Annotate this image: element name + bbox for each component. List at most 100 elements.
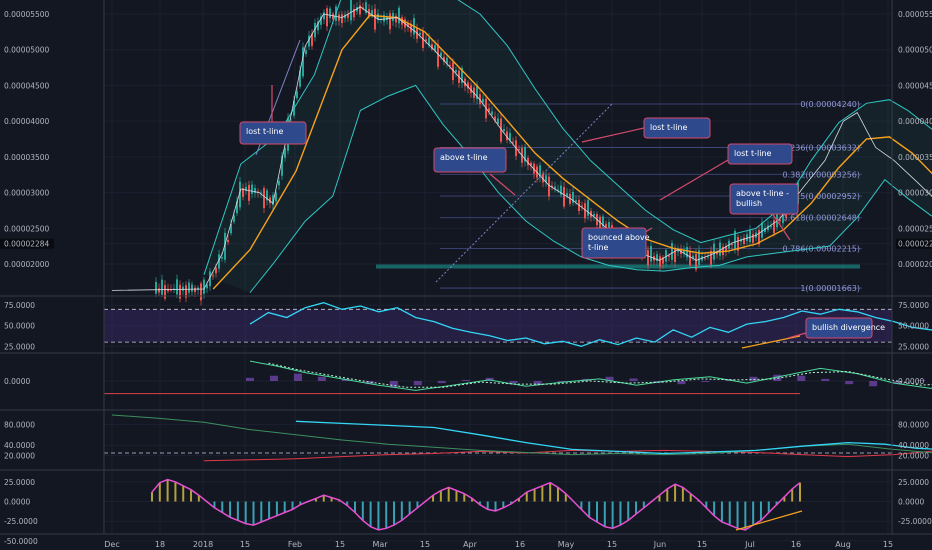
y-tick-label-right: 80.0000 (898, 420, 929, 429)
divergence-line (741, 335, 801, 349)
candle-body (575, 200, 577, 202)
candle-body (686, 247, 688, 258)
callout-lost-t-line-3 (727, 143, 793, 165)
candle-body (395, 15, 397, 23)
candle-body (284, 147, 286, 158)
candle-body (296, 91, 298, 99)
candle-body (398, 7, 400, 24)
y-tick-label-left: 0.00004000 (4, 117, 50, 126)
macd-signal-line (268, 362, 932, 388)
candle-body (239, 181, 241, 208)
candle-body (584, 203, 586, 219)
candle-body (221, 256, 223, 259)
candle-body (605, 223, 607, 231)
fib-level-label: 1(0.00001663) (800, 284, 860, 293)
dmi-panel (104, 414, 932, 462)
y-tick-label-right: 0.0000 (898, 377, 924, 386)
y-tick-label-right: -25.0000 (898, 517, 932, 526)
callout-pointer (787, 332, 807, 339)
candle-body (350, 0, 352, 21)
candle-body (671, 243, 673, 260)
candle-body (320, 16, 322, 25)
candle-body (164, 285, 166, 299)
y-tick-label-left: 75.0000 (4, 301, 35, 310)
callout-above-t-line-text: above t-line (440, 153, 488, 162)
candle-body (470, 85, 472, 93)
candle-body (266, 190, 268, 201)
y-tick-label-left: 0.00003000 (4, 189, 50, 198)
candle-body (560, 185, 562, 195)
y-tick-label-left: 0.00005000 (4, 46, 50, 55)
candle-body (758, 230, 760, 245)
candle-body (674, 247, 676, 263)
candle-body (767, 225, 769, 231)
candle-body (704, 257, 706, 259)
candle-body (581, 205, 583, 207)
macd-histogram-bar (605, 376, 614, 381)
candle-body (227, 239, 229, 243)
candle-body (665, 250, 667, 262)
candle-body (230, 224, 232, 234)
candle-body (662, 257, 664, 264)
fib-level-label: 0.5(0.00002952) (793, 192, 860, 201)
y-tick-label-left: -50.0000 (4, 537, 38, 546)
callout-lost-t-line-2-text: lost t-line (650, 123, 688, 132)
macd-histogram-bar (893, 381, 902, 384)
candle-body (683, 249, 685, 254)
candle-body (272, 195, 274, 205)
callout-lost-t-line-2 (643, 117, 711, 139)
candle-body (188, 282, 190, 293)
macd-histogram-bar (389, 381, 398, 388)
callout-bullish-divergence (805, 317, 873, 339)
x-tick-label: 16 (515, 540, 525, 549)
di-plus-line (111, 414, 932, 456)
candle-body (443, 56, 445, 62)
callout-pointer (659, 159, 729, 201)
candle-body (464, 78, 466, 87)
macd-histogram-bar (869, 381, 878, 387)
bollinger-band-fill (204, 0, 932, 293)
candle-body (167, 288, 169, 292)
y-tick-label-right: 0.00003000 (898, 189, 932, 198)
callout-above-t-line-bullish (729, 183, 799, 215)
macd-histogram-bar (437, 381, 446, 384)
candle-body (500, 118, 502, 142)
x-tick-label: 15 (883, 540, 893, 549)
candle-body (437, 44, 439, 67)
candle-body (317, 21, 319, 31)
candle-body (761, 222, 763, 238)
candle-body (770, 226, 772, 228)
candle-body (308, 35, 310, 47)
callout-bounced-text: bounced above (588, 233, 650, 242)
candle-body (389, 13, 391, 30)
candle-body (161, 279, 163, 295)
callout-bounced-text: t-line (588, 243, 609, 252)
candle-body (206, 284, 208, 289)
candle-body (203, 279, 205, 294)
x-tick-label: Apr (463, 540, 478, 549)
candle-body (551, 185, 553, 187)
y-tick-label-left: 0.00005500 (4, 10, 50, 19)
candle-body (245, 186, 247, 192)
fib-level-label: 0.236(0.00003632) (783, 143, 861, 152)
candle-body (710, 250, 712, 265)
candle-body (716, 252, 718, 255)
candle-body (314, 22, 316, 38)
x-tick-label: 15 (607, 540, 617, 549)
moving-average-line (212, 14, 932, 290)
candle-body (731, 244, 733, 246)
x-tick-label: 15 (420, 540, 430, 549)
lower-band-line (249, 84, 932, 293)
macd-histogram-bar (557, 381, 566, 383)
callout-lost-t-line-1-text: lost t-line (246, 127, 284, 136)
candle-body (602, 216, 604, 227)
macd-histogram-bar (509, 381, 518, 384)
macd-histogram-bar (533, 381, 542, 386)
candle-body (503, 129, 505, 132)
candle-body (482, 98, 484, 103)
candle-body (749, 229, 751, 243)
candle-body (494, 116, 496, 121)
y-tick-label-right: 0.00005500 (898, 10, 932, 19)
macd-histogram-bar (917, 379, 926, 381)
